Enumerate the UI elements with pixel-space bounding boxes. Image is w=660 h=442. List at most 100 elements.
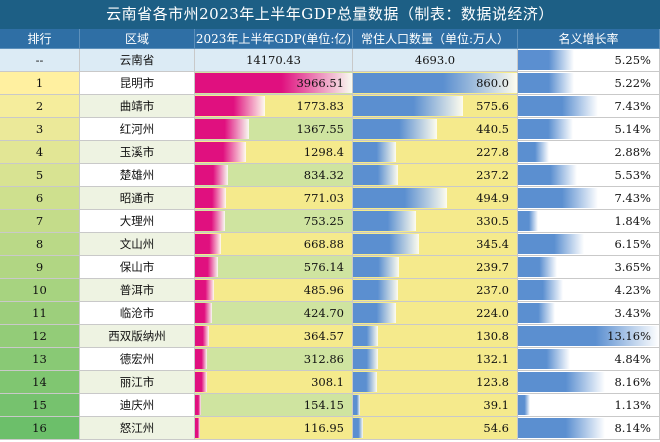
gdp-cell: 834.32 <box>195 164 353 187</box>
population-value-label: 237.0 <box>476 283 509 297</box>
population-bar <box>353 372 377 392</box>
growth-value-label: 5.22% <box>614 76 651 90</box>
region-label: 保山市 <box>119 260 155 274</box>
gdp-bar <box>195 280 215 300</box>
page-title: 云南省各市州2023年上半年GDP总量数据（制表：数据说经济） <box>0 0 660 29</box>
population-bar <box>353 303 396 323</box>
population-cell: 345.4 <box>353 233 518 256</box>
growth-value-label: 4.23% <box>614 283 651 297</box>
region-label: 玉溪市 <box>119 145 155 159</box>
population-cell: 130.8 <box>353 325 518 348</box>
growth-bar <box>518 211 538 231</box>
population-bar <box>353 142 397 162</box>
population-cell: 239.7 <box>353 256 518 279</box>
growth-value-label: 1.13% <box>614 398 651 412</box>
gdp-value-label: 668.88 <box>303 237 344 251</box>
gdp-cell: 1367.55 <box>195 118 353 141</box>
population-value-label: 123.8 <box>476 375 509 389</box>
region-label: 迪庆州 <box>119 398 155 412</box>
rank-label: 4 <box>35 145 44 159</box>
population-value-label: 224.0 <box>476 306 509 320</box>
region-cell: 文山州 <box>80 233 195 256</box>
population-value-label: 575.6 <box>476 99 509 113</box>
rank-cell: -- <box>0 49 80 72</box>
gdp-cell: 3966.51 <box>195 72 353 95</box>
growth-bar <box>518 349 570 369</box>
growth-bar <box>518 119 574 139</box>
population-cell: 237.2 <box>353 164 518 187</box>
population-cell: 132.1 <box>353 348 518 371</box>
growth-value-label: 3.65% <box>614 260 651 274</box>
region-label: 云南省 <box>119 53 155 67</box>
gdp-bar <box>195 349 208 369</box>
table-row: 14 丽江市 308.1 123.8 8.16% <box>0 371 660 394</box>
growth-value-label: 2.88% <box>614 145 651 159</box>
gdp-bar <box>195 303 212 323</box>
population-value-label: 237.2 <box>476 168 509 182</box>
rank-cell: 16 <box>0 417 80 440</box>
population-bar <box>353 73 517 93</box>
region-label: 昭通市 <box>119 191 155 205</box>
province-row: -- 云南省 14170.43 4693.0 5.25% <box>0 49 660 72</box>
region-cell: 怒江州 <box>80 417 195 440</box>
growth-bar <box>518 50 575 70</box>
region-cell: 云南省 <box>80 49 195 72</box>
population-cell: 39.1 <box>353 394 518 417</box>
region-cell: 昭通市 <box>80 187 195 210</box>
region-cell: 曲靖市 <box>80 95 195 118</box>
region-label: 临沧市 <box>119 306 155 320</box>
gdp-value-label: 424.70 <box>303 306 344 320</box>
gdp-value-label: 753.25 <box>303 214 344 228</box>
rank-label: 13 <box>32 352 47 366</box>
rank-label: 7 <box>35 214 44 228</box>
header-population: 常住人口数量（单位:万人） <box>353 29 518 49</box>
rank-cell: 14 <box>0 371 80 394</box>
population-value-label: 239.7 <box>476 260 509 274</box>
table-row: 5 楚雄州 834.32 237.2 5.53% <box>0 164 660 187</box>
growth-bar <box>518 395 531 415</box>
population-value-label: 345.4 <box>476 237 509 251</box>
population-value-label: 494.9 <box>476 191 509 205</box>
gdp-cell: 1298.4 <box>195 141 353 164</box>
population-bar <box>353 119 437 139</box>
rank-label: 11 <box>32 306 47 320</box>
gdp-value-label: 308.1 <box>311 375 344 389</box>
gdp-bar <box>195 418 200 438</box>
gdp-value-label: 576.14 <box>303 260 344 274</box>
population-cell: 860.0 <box>353 72 518 95</box>
gdp-bar <box>195 257 218 277</box>
region-label: 昆明市 <box>119 76 155 90</box>
header-growth: 名义增长率 <box>518 29 660 49</box>
gdp-cell: 1773.83 <box>195 95 353 118</box>
region-cell: 临沧市 <box>80 302 195 325</box>
growth-cell: 1.13% <box>518 394 660 417</box>
growth-bar <box>518 326 659 346</box>
growth-cell: 7.43% <box>518 187 660 210</box>
growth-cell: 8.16% <box>518 371 660 394</box>
data-table: 排行 区域 2023年上半年GDP(单位:亿) 常住人口数量（单位:万人） 名义增长率 -… <box>0 29 660 442</box>
growth-value-label: 7.43% <box>614 99 651 113</box>
rank-cell: 2 <box>0 95 80 118</box>
population-cell: 237.0 <box>353 279 518 302</box>
gdp-cell: 668.88 <box>195 233 353 256</box>
table-row: 7 大理州 753.25 330.5 1.84% <box>0 210 660 233</box>
rank-cell: 11 <box>0 302 80 325</box>
table-row: 16 怒江州 116.95 54.6 8.14% <box>0 417 660 440</box>
rank-label: 3 <box>35 122 44 136</box>
gdp-value-label: 312.86 <box>303 352 344 366</box>
growth-bar <box>518 280 564 300</box>
rank-cell: 13 <box>0 348 80 371</box>
region-cell: 楚雄州 <box>80 164 195 187</box>
gdp-bar <box>195 372 208 392</box>
population-cell: 494.9 <box>353 187 518 210</box>
population-cell: 330.5 <box>353 210 518 233</box>
region-label: 曲靖市 <box>119 99 155 113</box>
growth-cell: 3.65% <box>518 256 660 279</box>
region-label: 红河州 <box>119 122 155 136</box>
table-row: 15 迪庆州 154.15 39.1 1.13% <box>0 394 660 417</box>
growth-value-label: 8.16% <box>614 375 651 389</box>
table-row: 2 曲靖市 1773.83 575.6 7.43% <box>0 95 660 118</box>
rank-cell: 15 <box>0 394 80 417</box>
region-cell: 保山市 <box>80 256 195 279</box>
gdp-bar <box>195 326 210 346</box>
